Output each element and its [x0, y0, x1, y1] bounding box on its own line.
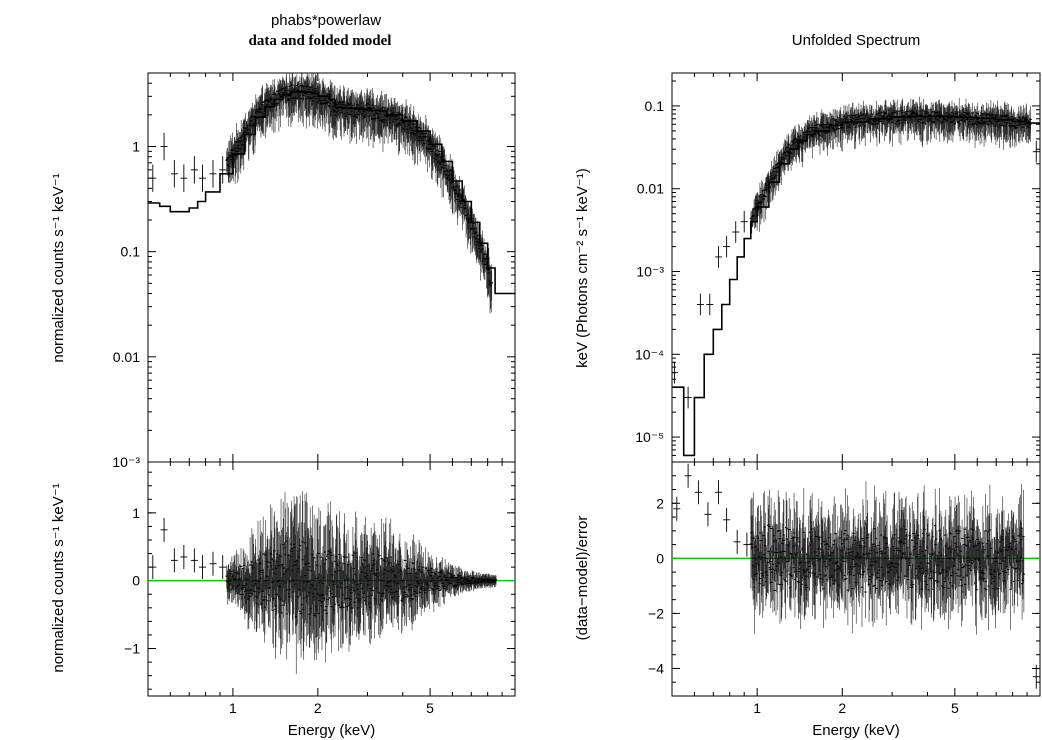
y-tick-label: 0.1 [121, 244, 141, 260]
model-step-line [672, 115, 1040, 457]
plot-content [672, 96, 1040, 457]
y-tick-label: 1 [132, 505, 140, 521]
right-title: Unfolded Spectrum [792, 32, 920, 49]
left-title: phabs*powerlaw [271, 12, 381, 29]
y-tick-label: 0.01 [637, 181, 664, 197]
x-tick-label: 2 [314, 700, 322, 716]
y-tick-label: −4 [648, 660, 664, 676]
y-tick-label: 0 [132, 573, 140, 589]
panel-left_top: 10⁻³ 0.01 0.1 1 normalized counts s⁻¹ keV⁻¹ [50, 72, 516, 470]
y-axis-label: keV (Photons cm⁻² s⁻¹ keV⁻¹) [574, 168, 591, 368]
y-tick-label: 0.1 [645, 98, 665, 114]
y-tick-label: 1 [132, 139, 140, 155]
plot-content [148, 491, 515, 674]
y-tick-label: 10⁻⁵ [635, 429, 664, 445]
plot-content [148, 73, 515, 314]
x-tick-label: 2 [838, 700, 846, 716]
y-tick-label: 0 [656, 550, 664, 566]
y-tick-label: −1 [124, 641, 140, 657]
y-axis-label: normalized counts s⁻¹ keV⁻¹ [50, 173, 67, 362]
y-axis-label: normalized counts s⁻¹ keV⁻¹ [50, 483, 67, 672]
x-axis-label: Energy (keV) [288, 722, 376, 739]
y-tick-label: 10⁻⁴ [635, 346, 664, 362]
y-tick-label: 0.01 [113, 349, 140, 365]
panel-frame [147, 72, 516, 463]
panel-right_top: 10⁻⁵ 10⁻⁴ 10⁻³ 0.01 0.1 keV (Photons cm⁻² s⁻¹… [574, 72, 1041, 463]
y-axis-label: (data−model)/error [574, 516, 591, 641]
y-tick-label: 10⁻³ [112, 454, 140, 470]
x-axis-label: Energy (keV) [812, 722, 900, 739]
x-tick-label: 1 [229, 700, 237, 716]
plot-content [672, 463, 1040, 689]
model-step-line [148, 90, 515, 295]
y-tick-label: 10⁻³ [636, 264, 664, 280]
x-tick-label: 5 [426, 700, 434, 716]
y-tick-label: 2 [656, 495, 664, 511]
panel-left_bottom: 1 2 5 −1 0 1 normalized counts s⁻¹ keV⁻¹ Energy… [50, 461, 516, 739]
panel-frame [671, 461, 1041, 697]
panel-right_bottom: 1 2 5 −4 −2 0 2 (data−model)/error Energy (keV) [574, 461, 1041, 739]
y-tick-label: −2 [648, 605, 664, 621]
x-tick-label: 5 [951, 700, 959, 716]
panel-frame [147, 461, 516, 697]
x-tick-label: 1 [753, 700, 761, 716]
left-subtitle: data and folded model [249, 33, 392, 49]
